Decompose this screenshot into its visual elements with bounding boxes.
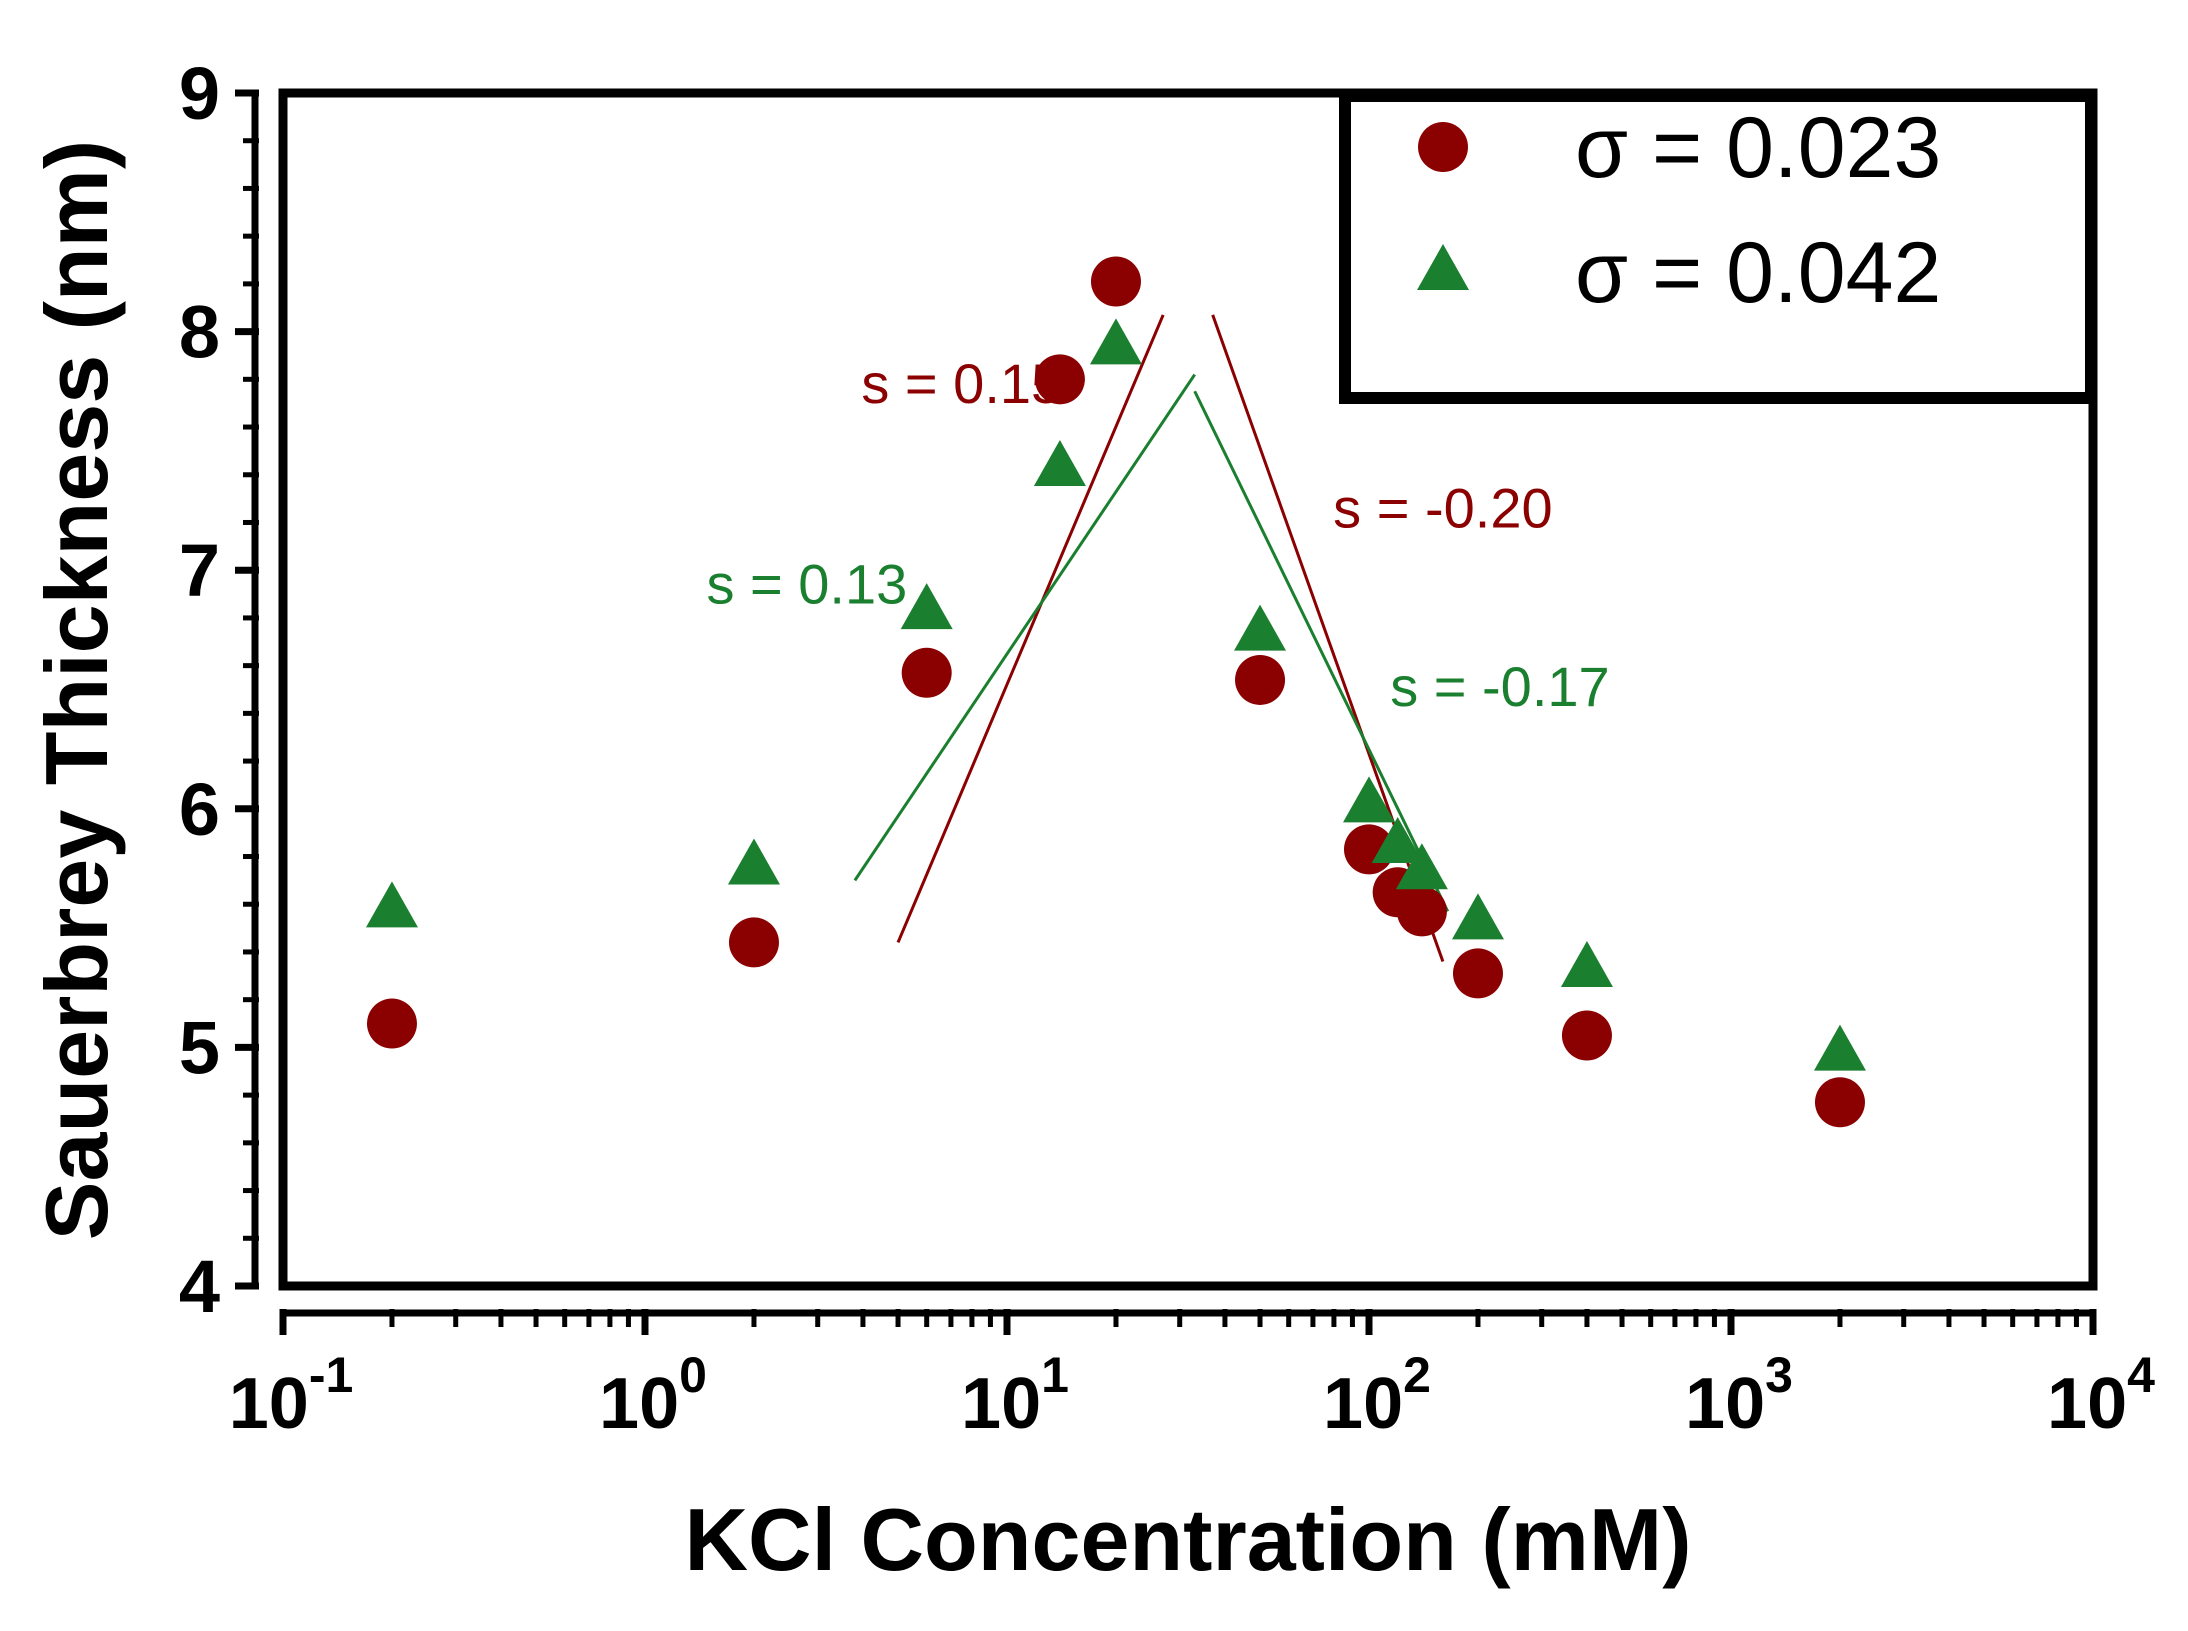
legend-label: σ = 0.042 [1575, 225, 1941, 321]
data-point-circle [1090, 256, 1141, 307]
data-point-triangle [1395, 843, 1448, 890]
legend-marker-triangle [1417, 244, 1469, 290]
data-point-triangle [1343, 776, 1395, 823]
y-tick-label: 6 [179, 768, 220, 851]
x-tick-base: 10 [2047, 1364, 2127, 1444]
data-point-triangle [1813, 1024, 1866, 1071]
x-tick-base: 10 [229, 1364, 309, 1444]
x-axis-title: KCl Concentration (mM) [684, 1490, 1691, 1589]
data-point-triangle [1234, 604, 1287, 651]
x-tick-exponent: -1 [309, 1347, 353, 1403]
data-point-circle [1814, 1077, 1865, 1128]
data-point-circle [728, 917, 779, 968]
data-point-circle [901, 647, 952, 698]
x-tick-exponent: 1 [1041, 1347, 1069, 1403]
x-tick-label: 100 [599, 1347, 707, 1444]
x-tick-exponent: 2 [1403, 1347, 1431, 1403]
data-points [365, 256, 1866, 1128]
data-point-triangle [900, 583, 953, 630]
data-point-triangle [1560, 941, 1613, 988]
data-point-triangle [1033, 440, 1086, 487]
data-point-triangle [1371, 816, 1424, 863]
x-tick-label: 102 [1323, 1347, 1431, 1444]
x-tick-base: 10 [1323, 1364, 1403, 1444]
x-tick-exponent: 4 [2127, 1347, 2155, 1403]
data-point-triangle [1451, 893, 1504, 940]
x-tick-base: 10 [1685, 1364, 1765, 1444]
data-point-circle [1561, 1010, 1612, 1061]
y-tick-label: 5 [179, 1006, 220, 1089]
y-tick-label: 7 [179, 529, 220, 612]
data-point-circle [1235, 654, 1286, 705]
x-tick-base: 10 [961, 1364, 1041, 1444]
y-tick-label: 8 [179, 291, 220, 374]
data-point-circle [1396, 886, 1447, 937]
data-point-triangle [1089, 318, 1142, 365]
data-point-circle [366, 998, 417, 1049]
plot-frame [278, 88, 2098, 1291]
data-point-circle [1452, 948, 1503, 999]
legend-label: σ = 0.023 [1575, 100, 1941, 196]
fit-line [1193, 390, 1450, 913]
y-axis-title: Sauerbrey Thickness (nm) [27, 140, 126, 1240]
slope-annotation: s = -0.20 [1333, 476, 1552, 539]
x-tick-base: 10 [599, 1364, 679, 1444]
legend-marker-circle [1418, 122, 1468, 172]
x-tick-label: 103 [1685, 1347, 1793, 1444]
x-tick-label: 104 [2047, 1347, 2155, 1444]
legend-box [1339, 90, 2097, 404]
slope-annotation: s = -0.17 [1390, 655, 1609, 718]
data-point-circle [1034, 354, 1085, 405]
fit-line [896, 314, 1165, 943]
x-tick-exponent: 0 [679, 1347, 707, 1403]
legend: σ = 0.023 σ = 0.042 [1339, 90, 2097, 404]
y-tick-label: 4 [179, 1245, 220, 1328]
slope-annotation: s = 0.13 [706, 553, 907, 616]
y-tick-label: 9 [179, 52, 220, 135]
data-point-triangle [727, 838, 780, 885]
slope-annotations: s = 0.15 s = -0.20 s = 0.13 s = -0.17 [706, 352, 1609, 718]
x-tick-label: 10-1 [229, 1347, 354, 1444]
x-tick-exponent: 3 [1765, 1347, 1793, 1403]
data-point-triangle [365, 881, 418, 928]
fit-line [853, 373, 1196, 882]
slope-annotation: s = 0.15 [861, 352, 1062, 415]
x-tick-label: 101 [961, 1347, 1069, 1444]
